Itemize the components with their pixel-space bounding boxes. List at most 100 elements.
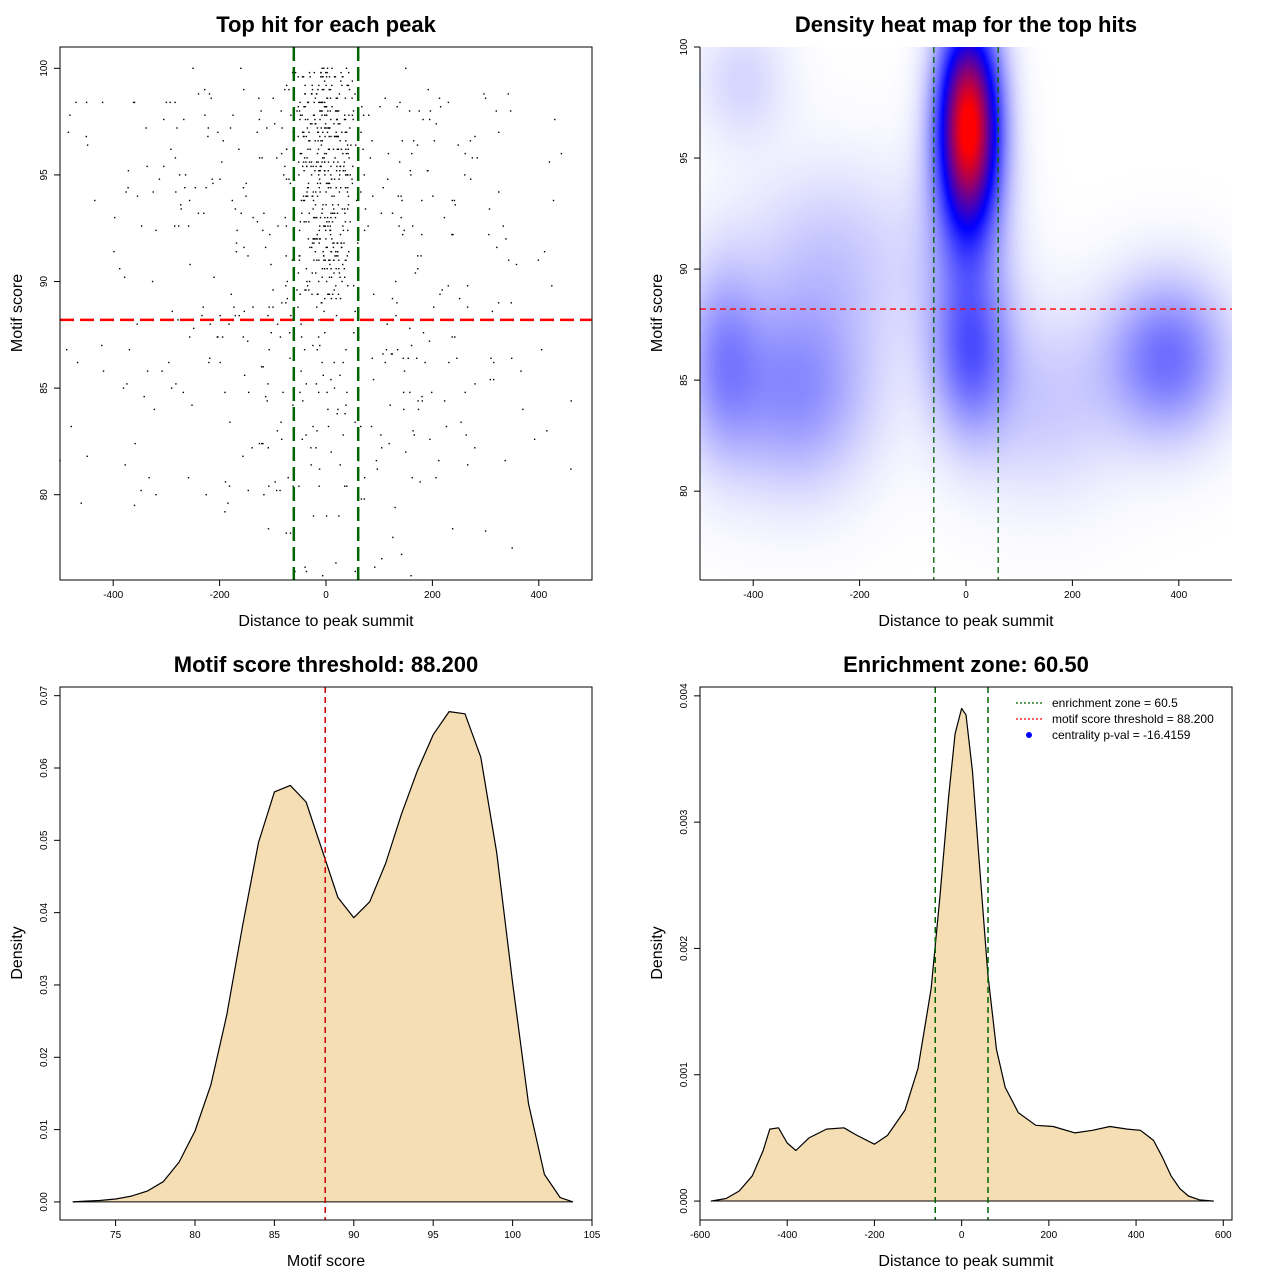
y-tick-label: 95 [679,152,690,164]
scatter-point [217,131,219,133]
panel-distance-density: Enrichment zone: 60.50 Distance to peak … [649,652,1233,1270]
y-tick-label: 0.05 [39,830,50,850]
y-tick-label: 90 [39,276,50,288]
y-tick-label: 80 [39,489,50,501]
scatter-point [342,229,345,232]
scatter-point [332,259,335,261]
scatter-point [328,259,330,261]
scatter-point [351,97,353,99]
scatter-point [313,101,315,104]
scatter-point [344,221,347,223]
scatter-point [454,336,456,338]
scatter-point [310,161,313,163]
scatter-point [201,314,203,317]
scatter-point [180,208,182,210]
scatter-point [312,191,314,193]
scatter-point [413,434,415,436]
scatter-point [320,71,322,74]
scatter-point [319,165,321,168]
scatter-point [321,161,323,163]
scatter-point [352,165,354,168]
scatter-point [335,297,337,300]
scatter-point [279,336,282,338]
scatter-point [327,110,329,112]
scatter-point [488,208,491,210]
scatter-point [315,272,317,274]
scatter-point [504,459,506,462]
scatter-point [262,366,264,368]
scatter-point [422,332,425,334]
scatter-point [299,101,301,104]
scatter-point [321,208,324,210]
scatter-point [307,182,310,185]
scatter-point [174,101,176,104]
scatter-point [357,242,359,244]
scatter-point [339,165,341,168]
scatter-point [343,208,346,210]
density-curve [72,711,574,1203]
panel-scatter: Top hit for each peak Distance to peak s… [9,12,593,630]
scatter-point [381,558,383,560]
scatter-point [243,88,245,91]
scatter-point [319,216,322,219]
scatter-point [319,135,321,138]
scatter-point [493,378,495,381]
scatter-point [391,353,393,355]
scatter-point [256,221,259,223]
x-tick-label: 200 [424,590,441,601]
scatter-point [291,259,294,261]
scatter-point [258,118,261,121]
scatter-point [329,259,331,261]
scatter-point [322,204,324,206]
scatter-point [187,225,190,227]
scatter-point [312,199,315,202]
scatter-point [285,225,288,227]
legend: enrichment zone = 60.5 motif score thres… [1016,696,1214,742]
scatter-point [355,144,357,146]
scatter-point [308,212,310,214]
scatter-point [303,199,306,202]
scatter-point [321,76,324,78]
scatter-point [411,152,413,155]
y-axis-label: Density [649,926,666,979]
scatter-point [248,391,250,394]
scatter-point [321,88,324,91]
scatter-point [330,276,333,278]
scatter-point [435,123,437,125]
scatter-point [360,131,362,133]
scatter-point [412,430,414,432]
scatter-point [299,391,301,394]
scatter-point [302,76,305,78]
scatter-point [228,323,230,325]
scatter-point [163,118,165,121]
scatter-point [352,110,355,112]
scatter-point [314,251,316,253]
scatter-point [325,127,327,129]
scatter-point [395,314,397,317]
scatter-point [224,391,226,394]
scatter-point [153,408,156,411]
scatter-point [328,293,331,295]
scatter-point [329,225,331,227]
scatter-point [322,251,324,253]
scatter-point [127,187,129,189]
scatter-point [306,280,308,283]
scatter-point [320,144,323,146]
scatter-point [454,204,456,206]
scatter-point [213,276,215,278]
scatter-point [300,370,302,372]
scatter-point [236,229,238,232]
scatter-point [318,101,320,104]
scatter-point [174,157,177,159]
scatter-point [243,246,245,249]
scatter-point [284,165,286,168]
scatter-point [303,157,306,159]
scatter-point [305,221,307,223]
scatter-point [497,302,500,304]
density-line [710,707,1214,1202]
scatter-point [305,135,307,138]
scatter-point [337,161,339,163]
scatter-point [334,76,337,78]
scatter-point [265,395,267,398]
scatter-point [276,157,278,159]
